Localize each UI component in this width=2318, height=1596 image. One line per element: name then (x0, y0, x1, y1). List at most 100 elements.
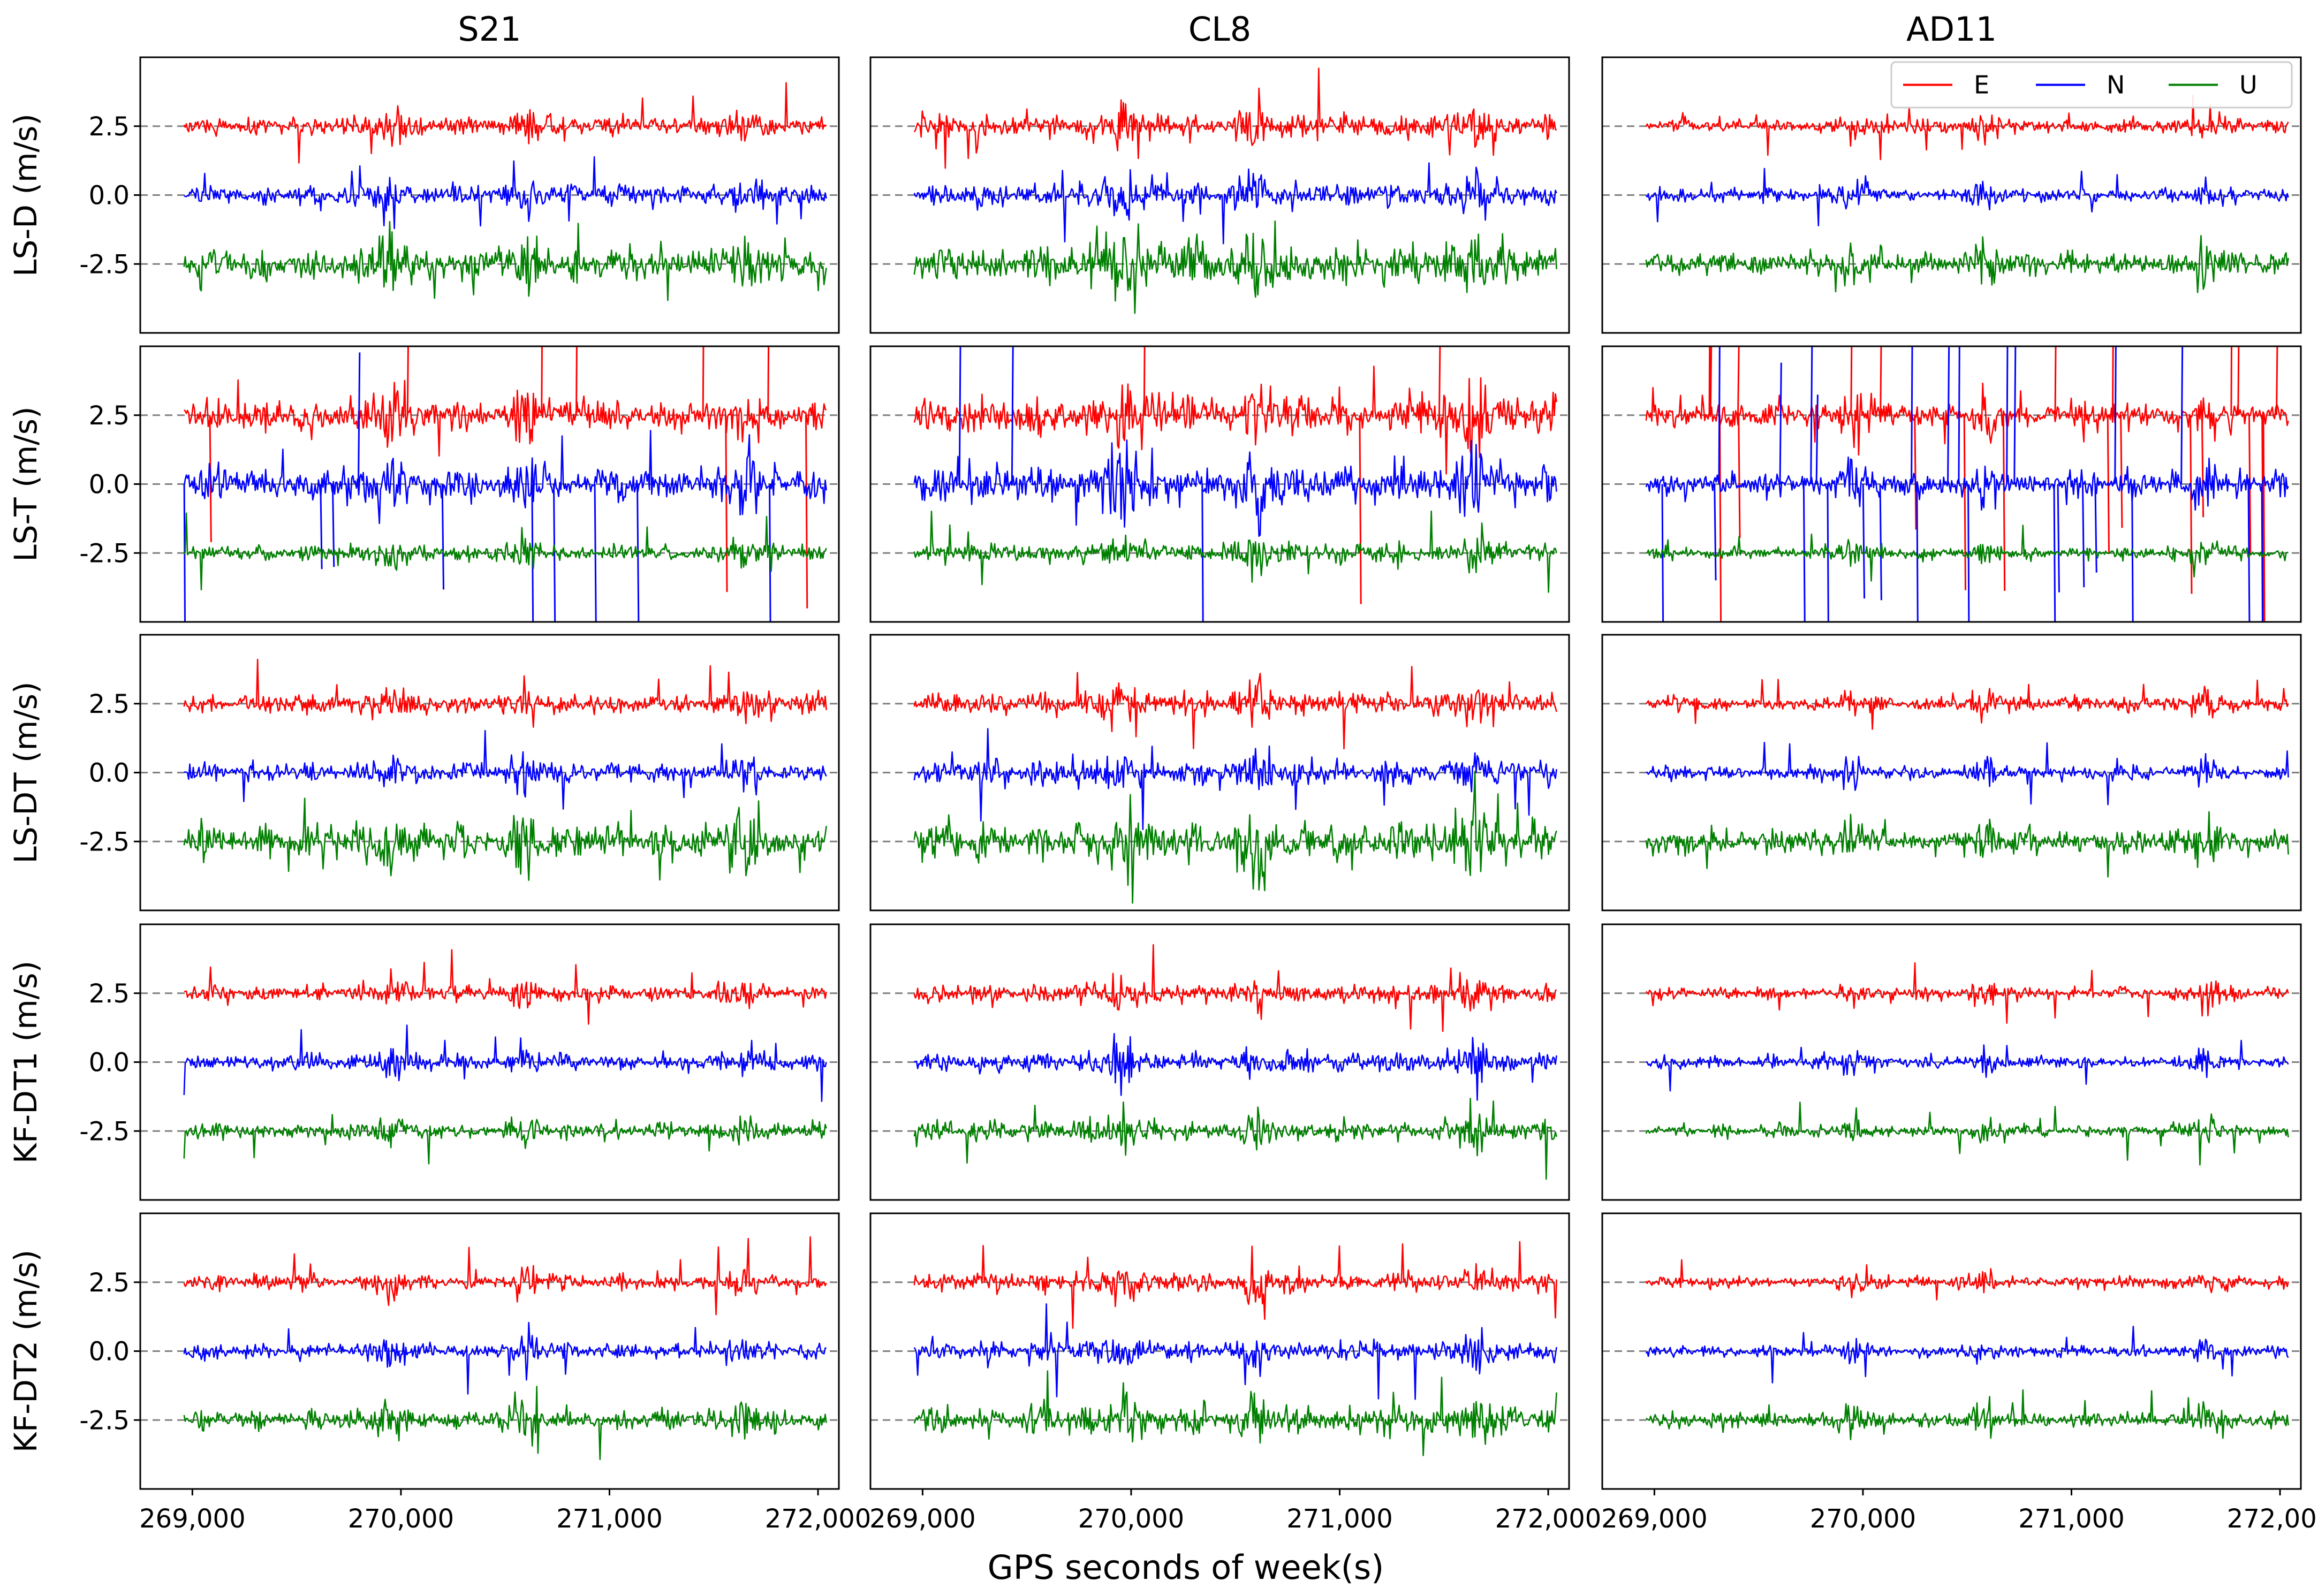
row-label: KF-DT1 (m/s) (7, 961, 44, 1164)
series-line-n (1645, 456, 2289, 511)
series-group (913, 944, 1557, 1180)
outlier-spike-e (2190, 415, 2193, 594)
outlier-spike-n (1911, 346, 1913, 484)
series-line-u (183, 797, 827, 881)
row-labels: LS-D (m/s) LS-T (m/s) LS-DT (m/s) KF-DT1 (m… (7, 113, 44, 1453)
series-line-n (913, 1303, 1557, 1400)
series-line-u (183, 1114, 827, 1165)
series-line-u (1646, 525, 2289, 582)
outlier-spike-n (1958, 346, 1960, 484)
series-line-n (913, 162, 1557, 245)
y-tick-label: 0.0 (89, 181, 130, 211)
outlier-spike-e (702, 346, 705, 415)
series-line-u (183, 1386, 827, 1461)
x-tick-label: 270,000 (1810, 1504, 1916, 1534)
outlier-spike-e (1708, 346, 1711, 415)
series-line-n (183, 1321, 827, 1395)
panel-frame (869, 345, 1570, 623)
panel-frame (869, 56, 1570, 334)
outlier-spike-n (1779, 362, 1782, 484)
outlier-spike-n (2114, 346, 2117, 484)
series-line-u (913, 220, 1557, 314)
x-tick-label: 271,000 (2018, 1504, 2125, 1534)
outlier-spike-e (2054, 346, 2057, 415)
series-line-u (183, 221, 827, 301)
y-tick-label: 0.0 (89, 1337, 130, 1367)
column-titles: S21 CL8 AD11 (458, 10, 1997, 49)
series-line-e (1645, 679, 2289, 730)
x-axis-label: GPS seconds of week(s) (988, 1548, 1384, 1587)
outlier-spike-n (2013, 346, 2017, 484)
panel (869, 634, 1570, 911)
series-line-n (183, 430, 827, 525)
panel-frame (1601, 1212, 2302, 1490)
outlier-spike-e (1709, 346, 1713, 415)
panel: 2.5 0.0 -2.5 (79, 1212, 840, 1495)
series-line-e (1645, 1259, 2289, 1301)
series-line-e (1645, 382, 2289, 456)
row-label: LS-T (m/s) (7, 406, 44, 561)
series-line-u (1645, 235, 2289, 293)
series-line-e (183, 1236, 827, 1316)
series-line-n (1645, 1326, 2289, 1384)
series-group (183, 346, 827, 622)
x-tick-label: 272,000 (765, 1504, 872, 1534)
y-tick-label: 0.0 (89, 470, 130, 500)
series-line-u (1645, 1101, 2289, 1166)
y-tick-label: -2.5 (79, 249, 130, 279)
x-tick-label: 269,000 (139, 1504, 246, 1534)
outlier-spike-e (1438, 346, 1441, 415)
series-group (1645, 1259, 2289, 1440)
y-tick-label: -2.5 (79, 1116, 130, 1146)
x-tick-label: 272,000 (2227, 1504, 2318, 1534)
outlier-spike-n (2131, 484, 2134, 622)
series-line-n (913, 1033, 1557, 1101)
series-line-e (913, 1241, 1557, 1329)
x-tick-label: 270,000 (348, 1504, 454, 1534)
x-tick-label: 270,000 (1078, 1504, 1185, 1534)
series-line-n (913, 728, 1557, 830)
outlier-spike-n (2247, 484, 2251, 622)
x-tick-label: 269,000 (869, 1504, 976, 1534)
series-line-n (1645, 168, 2289, 226)
series-line-e (1645, 962, 2289, 1024)
panel (869, 345, 1570, 623)
panel: 2.5 0.0 -2.5 (79, 923, 840, 1201)
series-line-e (913, 944, 1557, 1032)
panel-frame (869, 923, 1570, 1201)
outlier-spike-e (2002, 415, 2006, 591)
panel-frame (1601, 56, 2302, 334)
x-tick-label: 271,000 (556, 1504, 663, 1534)
outlier-spike-n (531, 484, 534, 622)
series-line-u (913, 1370, 1557, 1456)
series-line-u (1645, 811, 2289, 878)
outlier-spike-n (2081, 484, 2085, 588)
outlier-spike-n (441, 484, 445, 590)
outlier-spike-e (2276, 346, 2278, 415)
legend-label: E (1974, 71, 1989, 100)
series-group (1645, 94, 2289, 293)
y-tick-label: 0.0 (89, 758, 130, 788)
series-line-u (913, 510, 1557, 593)
series-group (183, 658, 827, 881)
series-group (1645, 679, 2289, 878)
outlier-spike-n (2006, 346, 2009, 484)
legend-label: U (2239, 71, 2258, 100)
series-line-n (184, 729, 827, 810)
legend-label: N (2107, 71, 2125, 100)
outlier-spike-e (1359, 415, 1362, 604)
series-line-e (913, 67, 1557, 169)
panel-frame (869, 1212, 1570, 1490)
panel (1601, 345, 2302, 623)
outlier-spike-n (1810, 346, 1813, 484)
panel (1601, 923, 2302, 1201)
column-title: AD11 (1906, 10, 1997, 49)
outlier-spike-n (1201, 484, 1204, 622)
y-tick-label: 2.5 (89, 689, 130, 719)
series-group (183, 1236, 827, 1461)
series-line-e (913, 666, 1557, 750)
series-line-n (184, 156, 827, 230)
